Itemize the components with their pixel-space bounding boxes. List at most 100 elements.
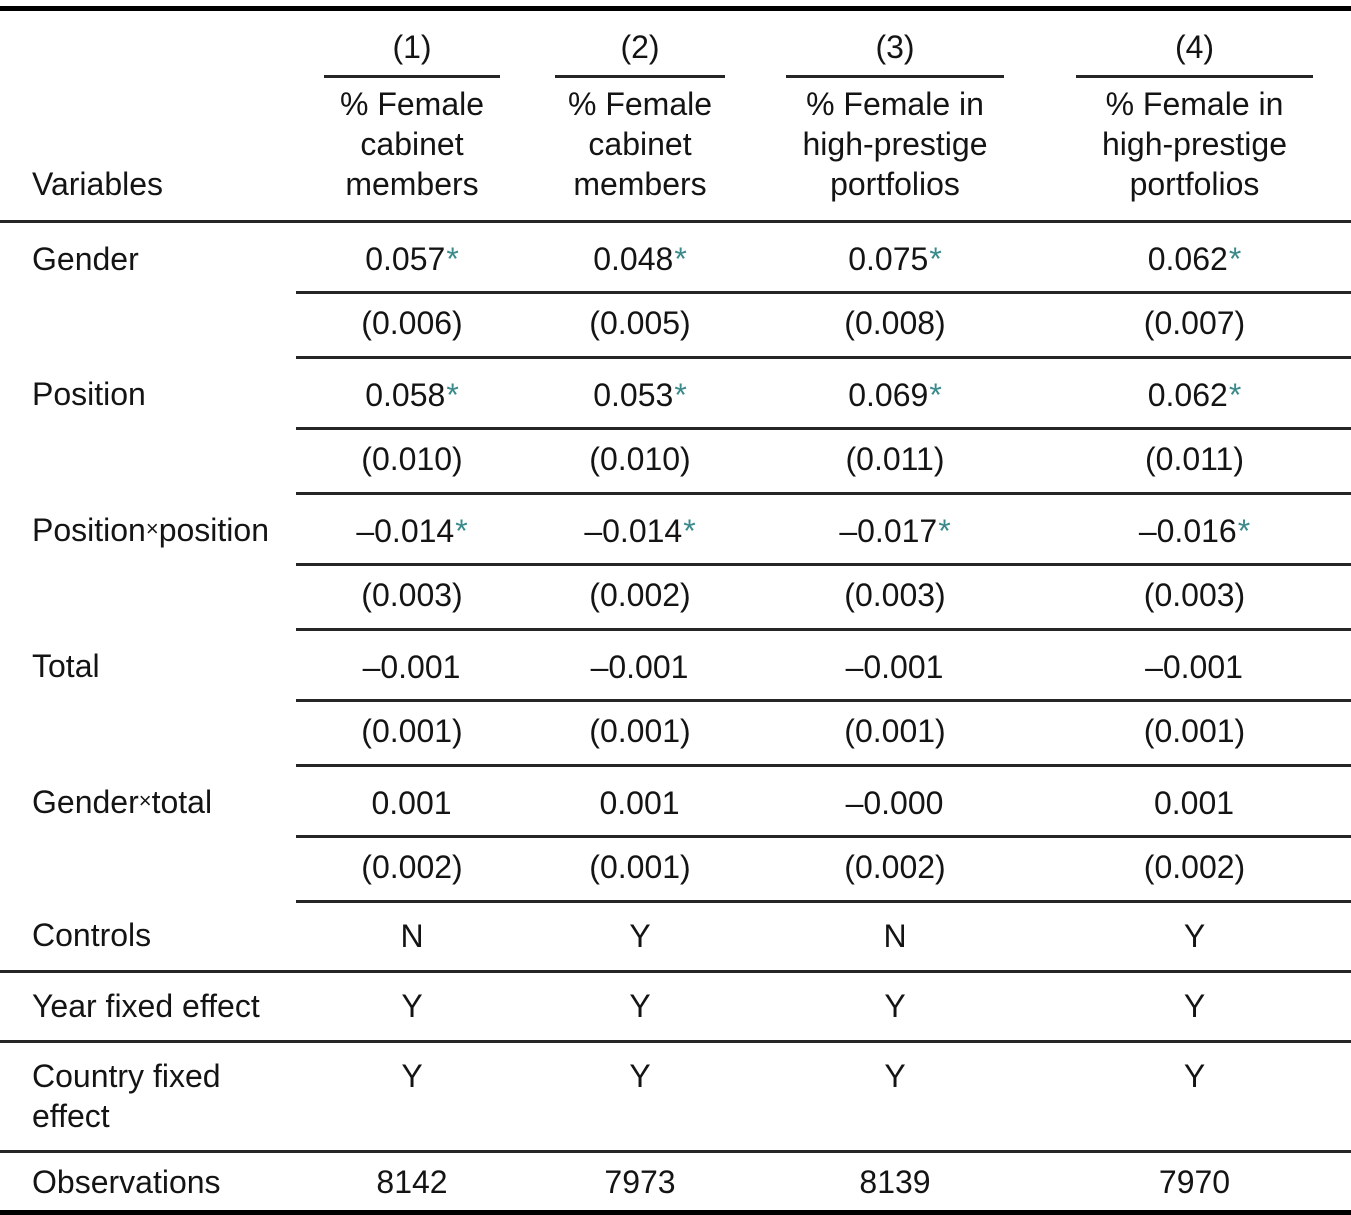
row-label-observations: Observations [32,1164,221,1200]
se-cell: (0.001) [528,836,752,903]
meta-value-cell: Y [296,971,528,1043]
obs-value-cell: 8142 [376,1164,448,1200]
coef-cell: 0.062* [1038,357,1351,430]
row-label-position: Position [32,375,146,412]
se-row-gender-x-total: (0.002) (0.001) (0.002) (0.002) [0,836,1351,903]
column-description-1: % Female cabinet members [296,78,528,223]
multiplication-sign: × [138,787,152,813]
variables-header-label: Variables [0,78,296,223]
se-cell: (0.001) [752,700,1038,767]
coef-value: 0.062 [1147,377,1228,413]
column-underline [786,75,1004,78]
year-fixed-effect-row: Year fixed effect Y Y Y Y [0,971,1351,1043]
significance-star: * [929,241,942,277]
coef-cell: 0.069* [752,357,1038,430]
obs-value-cell: 7970 [1158,1164,1231,1200]
coef-cell: –0.001 [1038,629,1351,702]
coef-cell: 0.001 [296,765,528,838]
se-cell: (0.003) [752,564,1038,631]
row-label-gender-x-total: Gender×total [0,766,296,902]
column-number-2: (2) [528,9,752,78]
se-cell: (0.010) [296,428,528,495]
coef-cell: –0.014* [528,493,752,566]
meta-value-cell: Y [752,1041,1038,1153]
se-cell: (0.011) [752,428,1038,495]
row-label-gender: Gender [32,241,139,277]
se-cell: (0.001) [296,700,528,767]
significance-star: * [1228,241,1242,277]
coef-cell: –0.001 [296,629,528,702]
meta-value-cell: Y [528,971,752,1043]
meta-value-cell: Y [752,971,1038,1043]
coef-cell: –0.001 [528,629,752,702]
column-number-label: (4) [1174,29,1215,65]
coef-value: –0.017 [839,513,938,549]
column-underline [554,75,726,78]
column-number-label: (3) [875,29,915,65]
significance-star: * [683,513,696,549]
column-underline [323,75,501,78]
coef-value: 0.001 [1153,785,1235,821]
column-description-2: % Female cabinet members [528,78,752,223]
row-label-total: Total [32,647,100,684]
se-cell: (0.003) [296,564,528,631]
header-spacer [0,9,296,79]
coef-cell: 0.001 [1038,765,1351,838]
observations-row: Observations 8142 7973 8139 7970 [0,1152,1351,1213]
coef-value: –0.001 [1145,649,1243,685]
coef-value: –0.001 [845,649,944,685]
obs-value-cell: 7973 [604,1164,676,1200]
se-cell: (0.008) [752,292,1038,359]
coef-cell: –0.014* [296,493,528,566]
significance-star: * [1228,377,1242,413]
column-number-label: (1) [392,29,432,65]
coef-value: 0.057 [365,241,446,277]
column-number-label: (2) [620,29,660,65]
column-number-row: (1) (2) (3) (4) [0,9,1351,79]
se-cell: (0.002) [296,836,528,903]
column-underline [1075,75,1314,78]
coef-value: –0.014 [356,513,455,549]
se-cell: (0.003) [1038,564,1351,631]
coef-value: –0.014 [584,513,683,549]
coef-value: –0.016 [1138,513,1237,549]
label-part: position [158,511,269,548]
se-cell: (0.005) [528,292,752,359]
se-cell: (0.002) [528,564,752,631]
coef-cell: 0.058* [296,357,528,430]
se-cell: (0.002) [1038,836,1351,903]
coef-value: –0.001 [590,649,689,685]
country-fixed-effect-row: Country fixed effect Y Y Y Y [0,1041,1351,1153]
coef-cell: 0.001 [528,765,752,838]
coef-cell: –0.000 [752,765,1038,838]
se-row-position-x-position: (0.003) (0.002) (0.003) (0.003) [0,564,1351,631]
se-cell: (0.001) [528,700,752,767]
se-cell: (0.007) [1038,292,1351,359]
significance-star: * [446,377,459,413]
coef-value: 0.062 [1147,241,1228,277]
regression-results-table: (1) (2) (3) (4) Variables % Female cabin… [0,6,1351,1215]
significance-star: * [929,377,942,413]
column-number-3: (3) [752,9,1038,78]
se-row-total: (0.001) (0.001) (0.001) (0.001) [0,700,1351,767]
coef-row-total: Total –0.001 –0.001 –0.001 –0.001 [0,629,1351,702]
coef-cell: 0.048* [528,221,752,294]
column-number-4: (4) [1038,9,1351,78]
column-description-row: Variables % Female cabinet members % Fem… [0,78,1351,223]
row-label-year-fixed-effect: Year fixed effect [0,971,296,1043]
significance-star: * [1237,513,1251,549]
obs-value-cell: 8139 [859,1164,931,1200]
controls-row: Controls N Y N Y [0,901,1351,973]
meta-value-cell: Y [1038,971,1351,1043]
coef-cell: 0.062* [1038,221,1351,294]
meta-value-cell: Y [528,901,752,973]
coef-cell: 0.053* [528,357,752,430]
significance-star: * [938,513,951,549]
coef-row-gender: Gender 0.057* 0.048* 0.075* 0.062* [0,221,1351,294]
coef-value: 0.048 [593,241,674,277]
meta-value-cell: N [752,901,1038,973]
coef-value: 0.001 [371,785,452,821]
se-cell: (0.010) [528,428,752,495]
coef-value: 0.058 [365,377,446,413]
se-cell: (0.011) [1038,428,1351,495]
